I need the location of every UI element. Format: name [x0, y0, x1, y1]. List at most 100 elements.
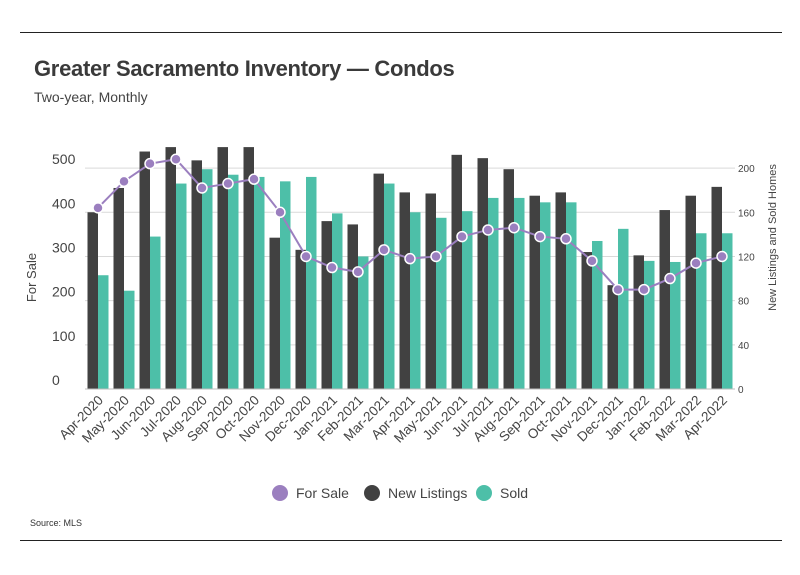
- y2-tick-label: 80: [738, 297, 750, 308]
- bar-new-listings: [243, 147, 254, 389]
- for-sale-point: [534, 230, 546, 243]
- legend-item-for-sale: For Sale: [272, 485, 349, 501]
- for-sale-point: [248, 173, 260, 185]
- chart-subtitle: Two-year, Monthly: [34, 89, 148, 105]
- bar-sold: [228, 174, 239, 389]
- bar-sold: [436, 217, 447, 389]
- for-sale-point: [378, 244, 390, 256]
- bar-sold: [540, 202, 551, 389]
- bar-new-listings: [659, 210, 670, 389]
- bar-sold: [618, 228, 629, 389]
- y-tick-label: 0: [52, 372, 60, 388]
- bar-new-listings: [503, 169, 514, 389]
- bar-new-listings: [347, 224, 358, 389]
- legend-marker: [364, 485, 380, 501]
- bar-sold: [332, 213, 343, 389]
- for-sale-point: [300, 250, 312, 263]
- for-sale-point: [118, 175, 130, 188]
- for-sale-point: [404, 252, 416, 265]
- legend-label: New Listings: [388, 485, 467, 501]
- line-group: [92, 153, 728, 296]
- bar-new-listings: [711, 186, 722, 389]
- top-rule: [20, 32, 782, 33]
- for-sale-point: [196, 182, 208, 194]
- for-sale-point: [144, 157, 156, 170]
- bar-new-listings: [425, 193, 436, 389]
- y-axis-label: For Sale: [24, 253, 39, 302]
- legend-marker: [272, 485, 288, 501]
- y-tick-label: 500: [52, 151, 76, 167]
- bar-sold: [722, 233, 733, 389]
- bar-sold: [644, 260, 655, 389]
- bar-new-listings: [269, 237, 280, 389]
- source-note: Source: MLS: [30, 518, 83, 528]
- bar-sold: [254, 176, 265, 389]
- bar-new-listings: [633, 255, 644, 389]
- for-sale-point: [92, 202, 104, 214]
- for-sale-point: [638, 283, 650, 296]
- bar-sold: [488, 197, 499, 389]
- bar-sold: [124, 290, 135, 389]
- for-sale-point: [664, 272, 676, 285]
- bar-new-listings: [295, 249, 306, 389]
- bar-sold: [384, 183, 395, 389]
- for-sale-point: [170, 153, 182, 166]
- y2-tick-label: 200: [738, 164, 755, 175]
- for-sale-point: [326, 261, 338, 274]
- for-sale-point: [690, 257, 702, 269]
- bar-new-listings: [191, 160, 202, 389]
- bar-sold: [566, 202, 577, 389]
- bar-sold: [670, 261, 681, 389]
- bar-new-listings: [321, 221, 332, 389]
- bar-new-listings: [217, 147, 228, 389]
- y2-axis-label: New Listings and Sold Homes: [767, 164, 779, 311]
- bar-new-listings: [555, 192, 566, 389]
- chart-title: Greater Sacramento Inventory — Condos: [34, 56, 455, 81]
- bar-new-listings: [399, 192, 410, 389]
- for-sale-point: [352, 266, 364, 278]
- legend-item-sold: Sold: [476, 485, 528, 501]
- for-sale-point: [482, 224, 494, 236]
- bar-sold: [462, 211, 473, 389]
- y-tick-label: 100: [52, 328, 76, 344]
- bar-sold: [202, 169, 213, 389]
- for-sale-point: [586, 255, 598, 267]
- for-sale-point: [274, 206, 286, 219]
- y2-tick-label: 0: [738, 385, 744, 396]
- y2-tick-label: 160: [738, 208, 755, 219]
- bar-sold: [514, 197, 525, 389]
- bar-new-listings: [477, 158, 488, 389]
- legend-item-new-listings: New Listings: [364, 485, 467, 501]
- bar-sold: [592, 240, 603, 389]
- bar-new-listings: [165, 147, 176, 389]
- bar-new-listings: [529, 195, 540, 389]
- y-tick-label: 400: [52, 195, 76, 211]
- y-tick-label: 200: [52, 284, 76, 300]
- bar-sold: [176, 183, 187, 389]
- legend-label: Sold: [500, 485, 528, 501]
- y-tick-label: 300: [52, 239, 76, 255]
- for-sale-point: [508, 221, 520, 234]
- bar-sold: [358, 256, 369, 389]
- legend: For Sale New Listings Sold: [272, 485, 528, 501]
- bar-new-listings: [607, 285, 618, 389]
- bar-sold: [410, 212, 421, 389]
- bar-new-listings: [581, 252, 592, 389]
- bar-sold: [696, 233, 707, 389]
- legend-label: For Sale: [296, 485, 349, 501]
- bar-group: [87, 147, 733, 389]
- bar-sold: [306, 176, 317, 389]
- bar-new-listings: [451, 154, 462, 389]
- for-sale-point: [612, 283, 624, 296]
- bar-new-listings: [87, 212, 98, 389]
- bar-sold: [280, 181, 291, 389]
- y2-tick-label: 120: [738, 252, 755, 263]
- bottom-rule: [20, 540, 782, 541]
- for-sale-point: [222, 177, 234, 190]
- for-sale-point: [716, 250, 728, 263]
- for-sale-point: [430, 250, 442, 263]
- bar-sold: [150, 236, 161, 389]
- bar-new-listings: [373, 173, 384, 389]
- for-sale-point: [456, 230, 468, 243]
